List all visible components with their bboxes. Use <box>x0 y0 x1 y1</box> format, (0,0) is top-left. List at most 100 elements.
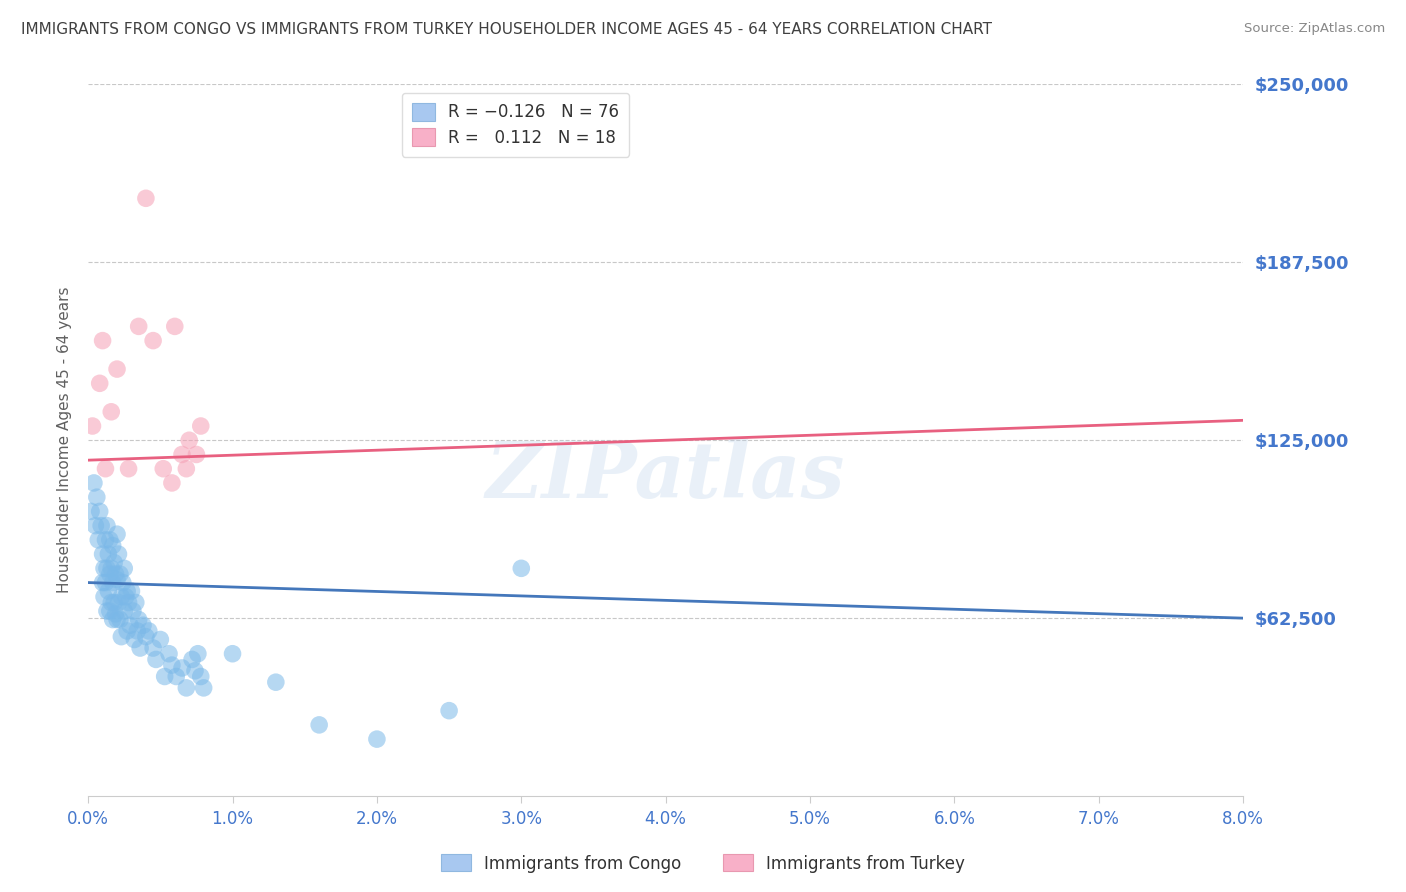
Point <box>135 191 157 205</box>
Point <box>510 561 533 575</box>
Point <box>127 624 149 638</box>
Point <box>100 595 122 609</box>
Point <box>190 669 212 683</box>
Point <box>142 640 165 655</box>
Point <box>176 681 198 695</box>
Point <box>186 448 208 462</box>
Point <box>181 652 204 666</box>
Point <box>129 640 152 655</box>
Point <box>193 681 215 695</box>
Point <box>160 658 183 673</box>
Point <box>122 604 145 618</box>
Point <box>107 595 129 609</box>
Point <box>89 376 111 391</box>
Text: IMMIGRANTS FROM CONGO VS IMMIGRANTS FROM TURKEY HOUSEHOLDER INCOME AGES 45 - 64 : IMMIGRANTS FROM CONGO VS IMMIGRANTS FROM… <box>21 22 993 37</box>
Point <box>114 590 136 604</box>
Point <box>83 475 105 490</box>
Point <box>157 647 180 661</box>
Point <box>176 461 198 475</box>
Point <box>112 561 135 575</box>
Point <box>308 718 330 732</box>
Point <box>100 561 122 575</box>
Point <box>264 675 287 690</box>
Point <box>80 504 103 518</box>
Point <box>91 547 114 561</box>
Point <box>105 573 128 587</box>
Point <box>437 704 460 718</box>
Point <box>86 490 108 504</box>
Y-axis label: Householder Income Ages 45 - 64 years: Householder Income Ages 45 - 64 years <box>58 287 72 593</box>
Point <box>190 419 212 434</box>
Point <box>163 319 186 334</box>
Point <box>149 632 172 647</box>
Point <box>117 461 139 475</box>
Point <box>184 664 207 678</box>
Point <box>98 604 121 618</box>
Point <box>170 661 193 675</box>
Point <box>124 632 146 647</box>
Point <box>105 362 128 376</box>
Legend: Immigrants from Congo, Immigrants from Turkey: Immigrants from Congo, Immigrants from T… <box>434 847 972 880</box>
Point <box>94 533 117 547</box>
Point <box>128 613 150 627</box>
Point <box>111 575 134 590</box>
Point <box>82 419 104 434</box>
Point <box>121 584 143 599</box>
Point <box>128 319 150 334</box>
Point <box>221 647 243 661</box>
Point <box>179 434 201 448</box>
Point <box>152 461 174 475</box>
Point <box>115 584 138 599</box>
Point <box>90 518 112 533</box>
Point <box>135 630 157 644</box>
Point <box>91 334 114 348</box>
Point <box>103 556 125 570</box>
Point <box>94 575 117 590</box>
Point <box>145 652 167 666</box>
Point <box>96 604 118 618</box>
Text: ZIPatlas: ZIPatlas <box>486 438 845 514</box>
Point <box>89 504 111 518</box>
Point <box>96 561 118 575</box>
Point <box>187 647 209 661</box>
Point <box>98 533 121 547</box>
Point <box>97 584 120 599</box>
Point <box>110 630 132 644</box>
Point <box>98 567 121 582</box>
Point <box>104 607 127 621</box>
Point <box>93 561 115 575</box>
Point <box>94 461 117 475</box>
Point <box>125 595 148 609</box>
Point <box>101 575 124 590</box>
Point <box>153 669 176 683</box>
Point <box>118 618 141 632</box>
Point <box>132 618 155 632</box>
Point <box>107 547 129 561</box>
Point <box>110 590 132 604</box>
Point <box>117 595 139 609</box>
Point <box>105 527 128 541</box>
Point <box>160 475 183 490</box>
Point <box>115 624 138 638</box>
Point <box>165 669 187 683</box>
Point <box>93 590 115 604</box>
Point <box>366 732 388 747</box>
Point <box>97 547 120 561</box>
Point <box>142 334 165 348</box>
Point <box>103 595 125 609</box>
Point <box>100 405 122 419</box>
Point <box>87 533 110 547</box>
Point <box>112 604 135 618</box>
Point <box>170 448 193 462</box>
Point <box>101 613 124 627</box>
Point <box>101 539 124 553</box>
Point <box>105 613 128 627</box>
Point <box>108 567 131 582</box>
Point <box>84 518 107 533</box>
Point <box>108 613 131 627</box>
Point <box>104 567 127 582</box>
Point <box>138 624 160 638</box>
Point <box>96 518 118 533</box>
Point <box>91 575 114 590</box>
Text: Source: ZipAtlas.com: Source: ZipAtlas.com <box>1244 22 1385 36</box>
